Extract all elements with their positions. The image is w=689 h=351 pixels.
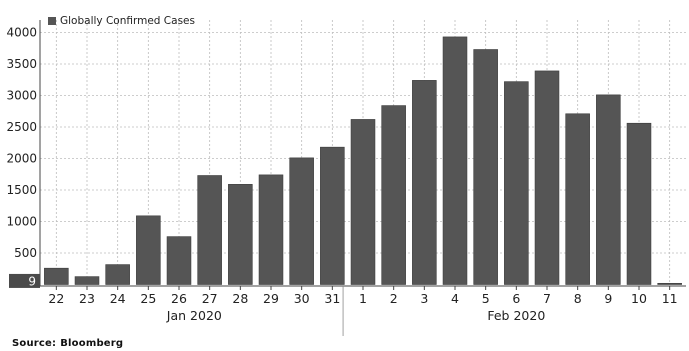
x-tick-label: 22 [48, 291, 64, 306]
month-label: Feb 2020 [487, 308, 545, 323]
bar [74, 276, 100, 285]
last-value-box [9, 273, 40, 288]
x-tick-label: 28 [232, 291, 248, 306]
y-tick-label: 1000 [6, 215, 37, 229]
x-tick-label: 24 [110, 291, 126, 306]
bar [412, 80, 437, 285]
x-tick-label: 5 [482, 291, 490, 306]
bar [534, 70, 560, 285]
y-tick-label: 1500 [6, 183, 37, 197]
bar [197, 175, 222, 285]
bar [289, 157, 314, 285]
source-value: Bloomberg [60, 338, 124, 349]
y-tick-label: 2500 [6, 120, 37, 134]
y-axis: 500 1000 1500 2000 2500 3000 3500 4000 9 [6, 20, 41, 288]
legend-swatch [48, 17, 56, 25]
bar [473, 49, 498, 285]
bar [105, 264, 130, 285]
bar [626, 122, 652, 285]
bar [136, 215, 161, 285]
x-tick-label: 8 [574, 291, 582, 306]
x-tick-label: 10 [631, 291, 647, 306]
bar [228, 184, 253, 285]
bar [596, 94, 621, 285]
x-tick-label: 9 [604, 291, 612, 306]
bar [504, 81, 529, 285]
bar [657, 282, 682, 285]
y-tick-label: 500 [14, 246, 37, 260]
x-tick-label: 30 [294, 291, 310, 306]
x-tick-label: 6 [512, 291, 520, 306]
y-tick-label: 2000 [6, 152, 37, 166]
month-label: Jan 2020 [166, 308, 222, 323]
y-tick-label: 3000 [6, 89, 37, 103]
bar [166, 236, 192, 285]
y-tick-label: 4000 [6, 26, 37, 40]
bar [350, 119, 376, 285]
bar [442, 36, 468, 285]
last-value-label: 9 [28, 274, 36, 288]
x-tick-label: 29 [263, 291, 279, 306]
x-tick-label: 11 [662, 291, 678, 306]
x-tick-label: 27 [202, 291, 218, 306]
x-tick-label: 26 [171, 291, 187, 306]
x-tick-label: 25 [140, 291, 156, 306]
bars [44, 36, 682, 285]
bar [320, 146, 345, 285]
source-note: Source: Bloomberg [12, 338, 127, 349]
x-tick-label: 23 [79, 291, 95, 306]
legend-label: Globally Confirmed Cases [60, 15, 195, 27]
source-label: Source: [12, 338, 57, 349]
x-tick-label: 7 [543, 291, 551, 306]
bar [565, 113, 590, 285]
y-tick-label: 3500 [6, 57, 37, 71]
bar [381, 105, 406, 285]
bar [258, 174, 284, 285]
x-tick-label: 31 [324, 291, 340, 306]
x-tick-label: 4 [451, 291, 459, 306]
x-tick-label: 3 [420, 291, 428, 306]
x-tick-label: 1 [359, 291, 367, 306]
x-tick-label: 2 [390, 291, 398, 306]
bar [44, 267, 69, 285]
legend: Globally Confirmed Cases [48, 15, 195, 27]
